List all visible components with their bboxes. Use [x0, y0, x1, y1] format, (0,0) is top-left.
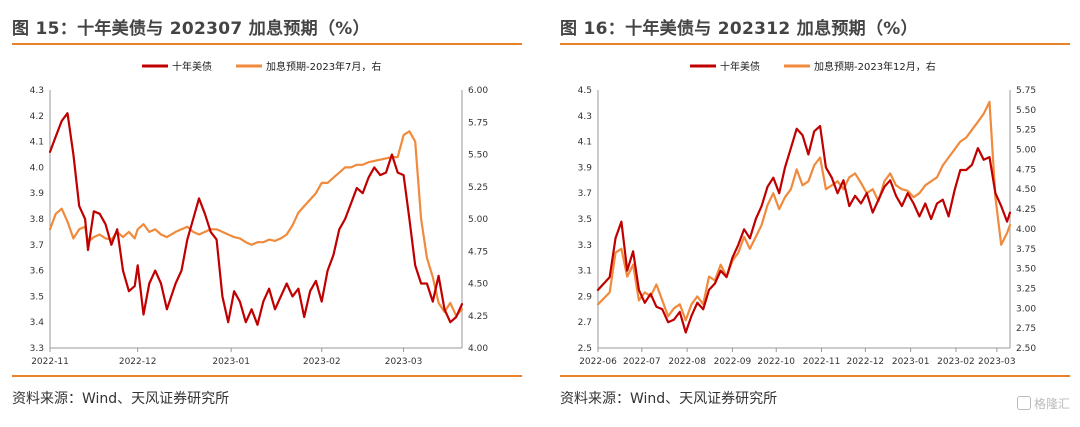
left-tick-label: 2.7: [578, 318, 592, 328]
x-tick-label: 2022-11: [803, 357, 841, 367]
left-tick-label: 3.6: [30, 267, 45, 277]
right-tick-label: 3.75: [1016, 245, 1036, 255]
source-note: 资料来源：Wind、天风证券研究所: [560, 391, 778, 407]
legend-label: 十年美债: [172, 60, 212, 73]
left-tick-label: 3.9: [30, 189, 45, 199]
right-tick-label: 4.25: [468, 312, 488, 322]
watermark-logo: 格隆汇: [1016, 395, 1070, 412]
x-tick-label: 2022-12: [847, 357, 885, 367]
right-tick-label: 4.75: [468, 247, 488, 257]
source-note: 资料来源：Wind、天风证券研究所: [12, 391, 230, 407]
x-tick-label: 2022-09: [714, 357, 752, 367]
right-tick-label: 3.00: [1016, 304, 1036, 314]
right-tick-label: 6.00: [468, 86, 488, 96]
right-tick-label: 4.50: [468, 280, 488, 290]
right-tick-label: 5.00: [1016, 146, 1036, 156]
footer-rule: [560, 375, 1070, 377]
title-rule: [12, 43, 522, 45]
x-tick-label: 2023-03: [385, 357, 423, 367]
series-line: [48, 130, 464, 317]
title-rule: [560, 43, 1070, 45]
right-tick-label: 5.75: [1016, 86, 1036, 96]
right-tick-label: 5.50: [468, 151, 488, 161]
left-tick-label: 3.1: [578, 267, 592, 277]
chart-title: 图 16：十年美债与 202312 加息预期（%）: [560, 19, 918, 39]
left-tick-label: 4.0: [30, 163, 45, 173]
left-tick-label: 4.1: [578, 138, 592, 148]
x-tick-label: 2022-06: [579, 357, 617, 367]
left-tick-label: 3.3: [30, 344, 44, 354]
legend-label: 加息预期-2023年12月，右: [814, 60, 936, 73]
left-tick-label: 4.5: [578, 86, 592, 96]
logo-icon: [1016, 396, 1031, 410]
series-line: [596, 124, 1012, 334]
line-chart: 4.3 4.2 4.1 4.0 3.9 3.8 3.7 3.6 3.5 3.4 3.3 6.00 5.7…: [30, 60, 489, 367]
legend-label: 十年美债: [720, 60, 760, 73]
right-tick-label: 5.75: [468, 118, 488, 128]
right-tick-label: 4.25: [1016, 205, 1036, 215]
left-tick-label: 3.8: [30, 215, 45, 225]
left-tick-label: 3.7: [578, 189, 592, 199]
left-tick-label: 3.5: [578, 215, 592, 225]
chart-panel-left: 图 15：十年美债与 202307 加息预期（%） 4.3 4.2 4.1 4.0 3.…: [12, 0, 532, 427]
right-tick-label: 4.00: [468, 344, 488, 354]
left-tick-label: 3.4: [30, 318, 45, 328]
left-tick-label: 3.5: [30, 292, 44, 302]
chart-panel-right: 图 16：十年美债与 202312 加息预期（%） 4.5 4.3 4.1 3.9 3.…: [560, 0, 1080, 427]
right-tick-label: 5.50: [1016, 106, 1036, 116]
left-tick-label: 2.9: [578, 292, 593, 302]
series-line: [596, 100, 1012, 322]
right-tick-label: 3.50: [1016, 265, 1036, 275]
left-tick-label: 4.3: [578, 112, 592, 122]
left-tick-label: 4.2: [30, 112, 44, 122]
x-tick-label: 2022-11: [31, 357, 69, 367]
x-tick-label: 2023-02: [303, 357, 341, 367]
left-tick-label: 3.7: [30, 241, 44, 251]
series-line: [48, 112, 464, 326]
x-tick-label: 2022-10: [757, 357, 795, 367]
right-tick-label: 5.25: [1016, 126, 1036, 136]
left-tick-label: 2.5: [578, 344, 592, 354]
right-tick-label: 3.25: [1016, 284, 1036, 294]
right-tick-label: 2.50: [1016, 344, 1036, 354]
x-tick-label: 2023-03: [978, 357, 1016, 367]
x-tick-label: 2022-08: [668, 357, 706, 367]
right-tick-label: 5.00: [468, 215, 488, 225]
right-tick-label: 4.75: [1016, 165, 1036, 175]
x-tick-label: 2022-07: [623, 357, 661, 367]
legend-label: 加息预期-2023年7月，右: [266, 60, 381, 73]
x-tick-label: 2023-01: [892, 357, 930, 367]
footer-rule: [12, 375, 522, 377]
right-tick-label: 2.75: [1016, 324, 1036, 334]
right-tick-label: 4.00: [1016, 225, 1036, 235]
x-tick-label: 2023-01: [212, 357, 250, 367]
chart-title: 图 15：十年美债与 202307 加息预期（%）: [12, 19, 370, 39]
left-tick-label: 3.3: [578, 241, 592, 251]
x-tick-label: 2022-12: [119, 357, 157, 367]
line-chart: 4.5 4.3 4.1 3.9 3.7 3.5 3.3 3.1 2.9 2.7 2.5 5.75 5.5…: [578, 60, 1037, 367]
left-tick-label: 3.9: [578, 163, 593, 173]
x-tick-label: 2023-02: [937, 357, 975, 367]
left-tick-label: 4.1: [30, 138, 44, 148]
right-tick-label: 4.50: [1016, 185, 1036, 195]
left-tick-label: 4.3: [30, 86, 44, 96]
right-tick-label: 5.25: [468, 183, 488, 193]
